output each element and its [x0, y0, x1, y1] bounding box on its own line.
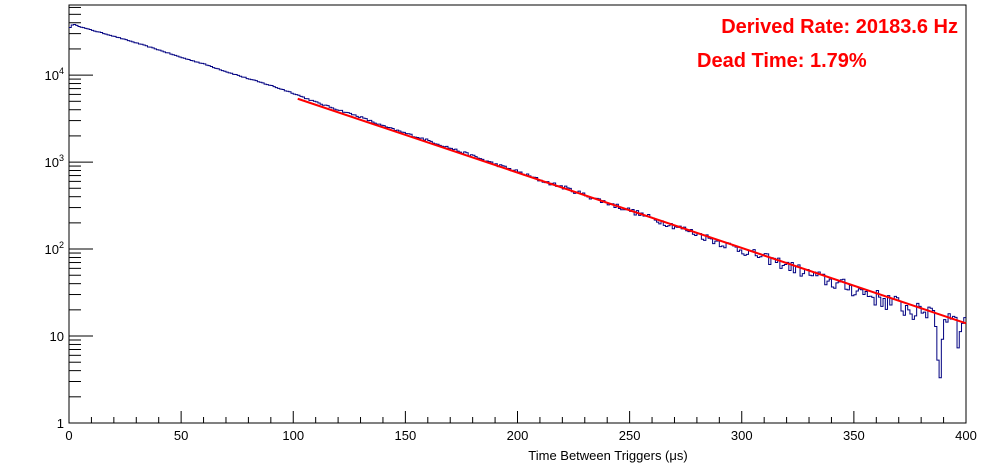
- x-tick-label: 150: [395, 428, 417, 443]
- x-tick-labels: 0 50 100 150 200 250 300 350 400: [65, 428, 976, 443]
- derived-rate-label: Derived Rate: 20183.6 Hz: [721, 16, 958, 38]
- x-tick-label: 400: [955, 428, 977, 443]
- x-tick-label: 250: [619, 428, 641, 443]
- y-minor-ticks: [69, 6, 81, 398]
- fit-line: [297, 97, 967, 325]
- x-major-ticks: [68, 411, 967, 423]
- y-tick-labels: 1 10 102 103 104: [45, 66, 64, 431]
- x-axis-title: Time Between Triggers (μs): [528, 448, 687, 463]
- y-tick-label: 103: [45, 153, 64, 170]
- dead-time-label: Dead Time: 1.79%: [697, 50, 867, 72]
- x-tick-label: 350: [843, 428, 865, 443]
- y-tick-label: 10: [50, 329, 64, 344]
- x-tick-label: 0: [65, 428, 72, 443]
- histogram-series: [69, 23, 966, 379]
- x-tick-label: 200: [507, 428, 529, 443]
- x-minor-ticks: [90, 417, 945, 423]
- y-tick-label: 1: [57, 416, 64, 431]
- x-tick-label: 50: [174, 428, 188, 443]
- x-tick-label: 100: [282, 428, 304, 443]
- y-tick-label: 102: [45, 240, 64, 257]
- y-major-ticks: [69, 74, 93, 424]
- x-tick-label: 300: [731, 428, 753, 443]
- y-tick-label: 104: [45, 66, 64, 83]
